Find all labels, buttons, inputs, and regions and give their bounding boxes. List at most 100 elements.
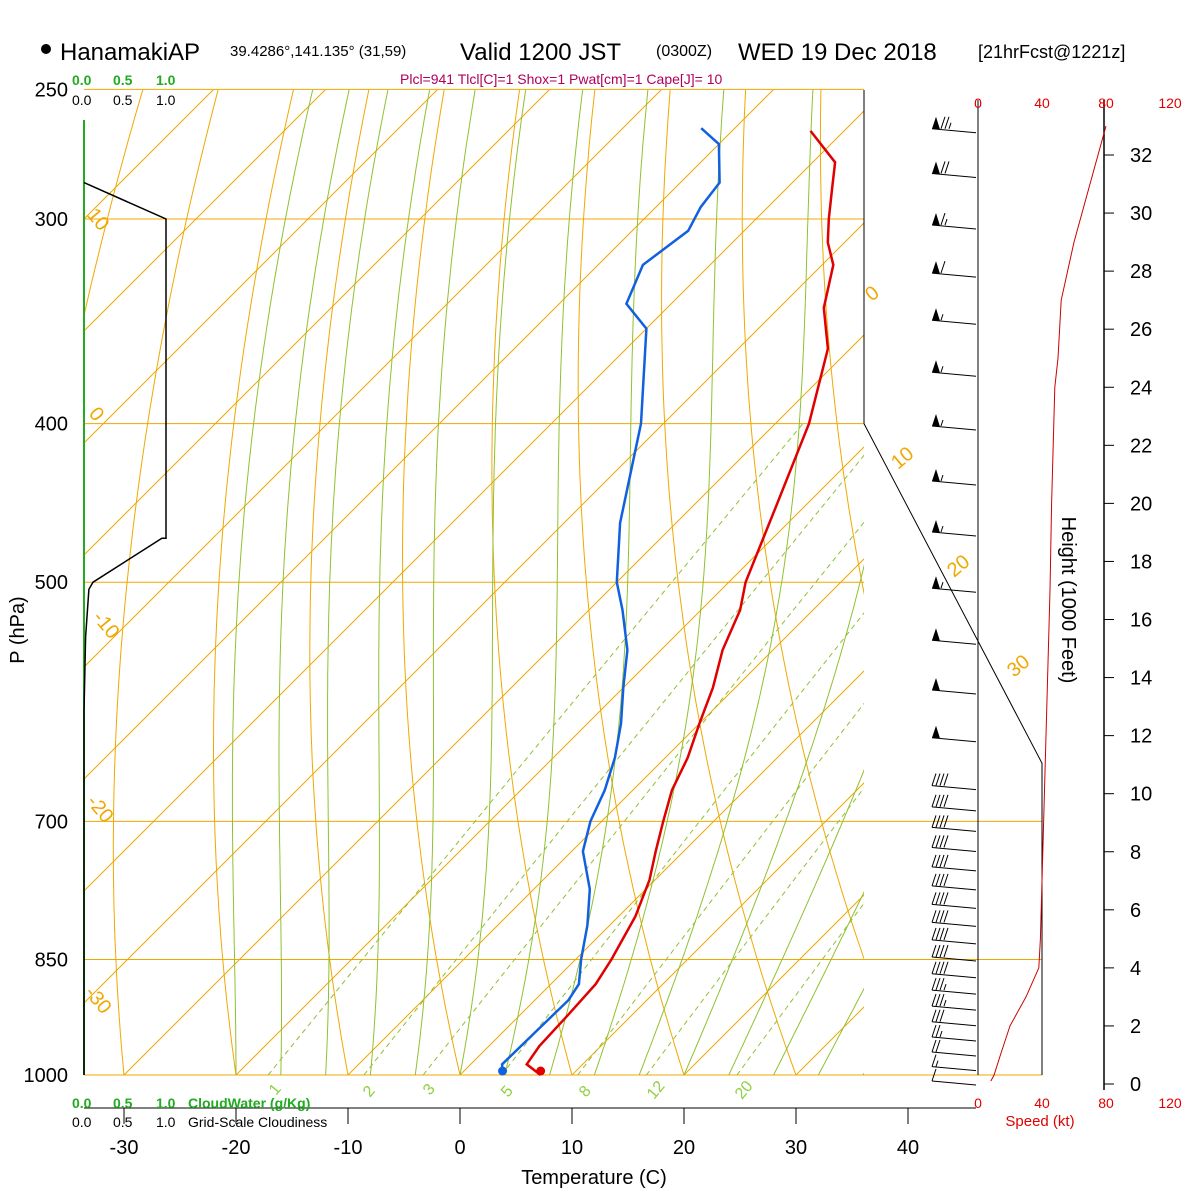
height-tick-label: 32 xyxy=(1130,145,1152,167)
mixing-ratio-line xyxy=(646,787,864,1075)
height-tick-label: 12 xyxy=(1130,726,1152,748)
wind-speed-line xyxy=(990,125,1107,1082)
wind-barb-half xyxy=(948,122,952,129)
wind-barb-full xyxy=(943,815,949,828)
moist-adiabat-line xyxy=(773,891,864,1075)
height-tick-label: 10 xyxy=(1130,784,1152,806)
isotherm-line xyxy=(235,446,864,1075)
wind-barb-full xyxy=(939,1009,945,1022)
wind-barb-flag xyxy=(932,468,940,482)
wind-barb-staff xyxy=(931,689,977,695)
moist-adiabat-line xyxy=(638,90,814,1075)
wind-barb xyxy=(931,161,977,178)
wind-barb-full xyxy=(939,977,945,991)
wind-barb-staff xyxy=(931,1051,977,1057)
moist-adiabat-line xyxy=(459,90,527,1075)
height-axis-label: Height (1000 Feet) xyxy=(1057,517,1079,684)
temperature-tick-label: 30 xyxy=(785,1137,807,1159)
station-coords: 39.4286°,141.135° (31,59) xyxy=(230,43,406,60)
top-cloudiness-0: 0.0 xyxy=(72,92,92,108)
wind-barb xyxy=(931,892,977,909)
top-cloudiness-05: 0.5 xyxy=(113,92,133,108)
pressure-tick-label: 850 xyxy=(35,949,68,971)
wind-barb-full xyxy=(935,892,941,905)
wind-barb xyxy=(931,944,977,962)
isotherm-line xyxy=(347,558,864,1075)
wind-barb-full xyxy=(939,815,945,828)
dry-adiabat-line xyxy=(577,90,685,1075)
dry-adiabat-line xyxy=(309,90,370,1075)
wind-barb-staff xyxy=(931,531,977,537)
height-tick-label: 18 xyxy=(1130,551,1152,573)
wind-barb-full xyxy=(939,927,945,941)
wind-barb-full xyxy=(931,873,937,887)
wind-barb xyxy=(931,1024,977,1042)
wind-barb-staff xyxy=(931,1021,977,1027)
wind-barb-staff xyxy=(931,1005,977,1011)
wind-barb-flag xyxy=(932,360,940,373)
height-tick-label: 28 xyxy=(1130,261,1152,283)
mixing-ratio-lines xyxy=(267,423,864,1075)
valid-time-z: (0300Z) xyxy=(656,43,712,60)
dry-adiabat-line xyxy=(112,90,219,1075)
wind-barb-full xyxy=(939,993,945,1007)
wind-barb-flag xyxy=(932,520,940,533)
wind-barb-flag xyxy=(932,628,940,641)
top-cloudwater-1: 1.0 xyxy=(156,72,176,88)
valid-time: Valid 1200 JST xyxy=(460,39,621,66)
wind-barb-full xyxy=(939,835,945,848)
pressure-tick-label: 700 xyxy=(35,811,68,833)
valid-date: WED 19 Dec 2018 xyxy=(738,39,937,66)
plot-right-boundary xyxy=(863,423,1043,1075)
sounding-profiles xyxy=(498,127,837,1076)
height-tick-label: 20 xyxy=(1130,493,1152,515)
dry-adiabat-label: 30 xyxy=(1003,651,1034,682)
top-cloudiness-1: 1.0 xyxy=(156,92,176,108)
pressure-axis: 250 300 400 500 700 850 1000 xyxy=(24,79,69,1087)
wind-barb-full xyxy=(935,1039,941,1053)
wind-barb-flag xyxy=(932,161,940,175)
wind-barb-staff xyxy=(931,639,977,645)
wind-barb-full xyxy=(943,892,949,905)
isotherm-line xyxy=(84,110,864,892)
temperature-line xyxy=(524,130,837,1076)
temperature-tick-label: 20 xyxy=(673,1137,695,1159)
wind-barb-full xyxy=(943,910,949,923)
wind-barb-staff xyxy=(931,128,977,134)
wind-barb-full xyxy=(935,910,941,923)
height-tick-label: 0 xyxy=(1130,1074,1141,1096)
wind-barb xyxy=(931,260,977,278)
wind-barb-half xyxy=(943,983,947,991)
temperature-axis-label: Temperature (C) xyxy=(521,1167,667,1189)
cloudiness-line xyxy=(83,181,167,1075)
wind-barb-full xyxy=(939,873,945,887)
wind-barb-staff xyxy=(931,826,977,832)
speed-tick-top: 120 xyxy=(1158,95,1182,111)
wind-barb-full xyxy=(935,1009,941,1022)
bottom-cloudwater-0: 0.0 xyxy=(72,1095,92,1111)
wind-barb-staff xyxy=(931,737,977,743)
wind-barb xyxy=(931,961,977,979)
wind-speed-panel: 0040408080120120024681012141618202224262… xyxy=(974,95,1182,1111)
wind-barb-flag xyxy=(932,576,940,589)
wind-barb-flag xyxy=(932,261,940,274)
wind-barb xyxy=(931,993,977,1011)
speed-tick-bottom: 0 xyxy=(974,1095,982,1111)
dry-adiabat-label: 20 xyxy=(943,551,974,582)
wind-barb-full xyxy=(944,116,950,129)
wind-barb-staff xyxy=(931,846,977,852)
pressure-axis-label: P (hPa) xyxy=(7,596,29,663)
wind-barb xyxy=(931,212,977,230)
wind-barb-full xyxy=(935,794,941,807)
height-tick-label: 22 xyxy=(1130,435,1152,457)
speed-tick-top: 0 xyxy=(974,95,982,111)
bottom-cloudiness-05: 0.5 xyxy=(113,1114,133,1130)
wind-barb xyxy=(931,773,977,791)
height-tick-label: 30 xyxy=(1130,203,1152,225)
isobar-lines xyxy=(84,88,1042,1076)
wind-barb xyxy=(931,927,977,945)
temperature-tick-label: 0 xyxy=(454,1137,465,1159)
wind-barb-full xyxy=(931,977,937,991)
wind-barb-flag xyxy=(932,308,940,321)
wind-barb-full xyxy=(943,854,949,868)
